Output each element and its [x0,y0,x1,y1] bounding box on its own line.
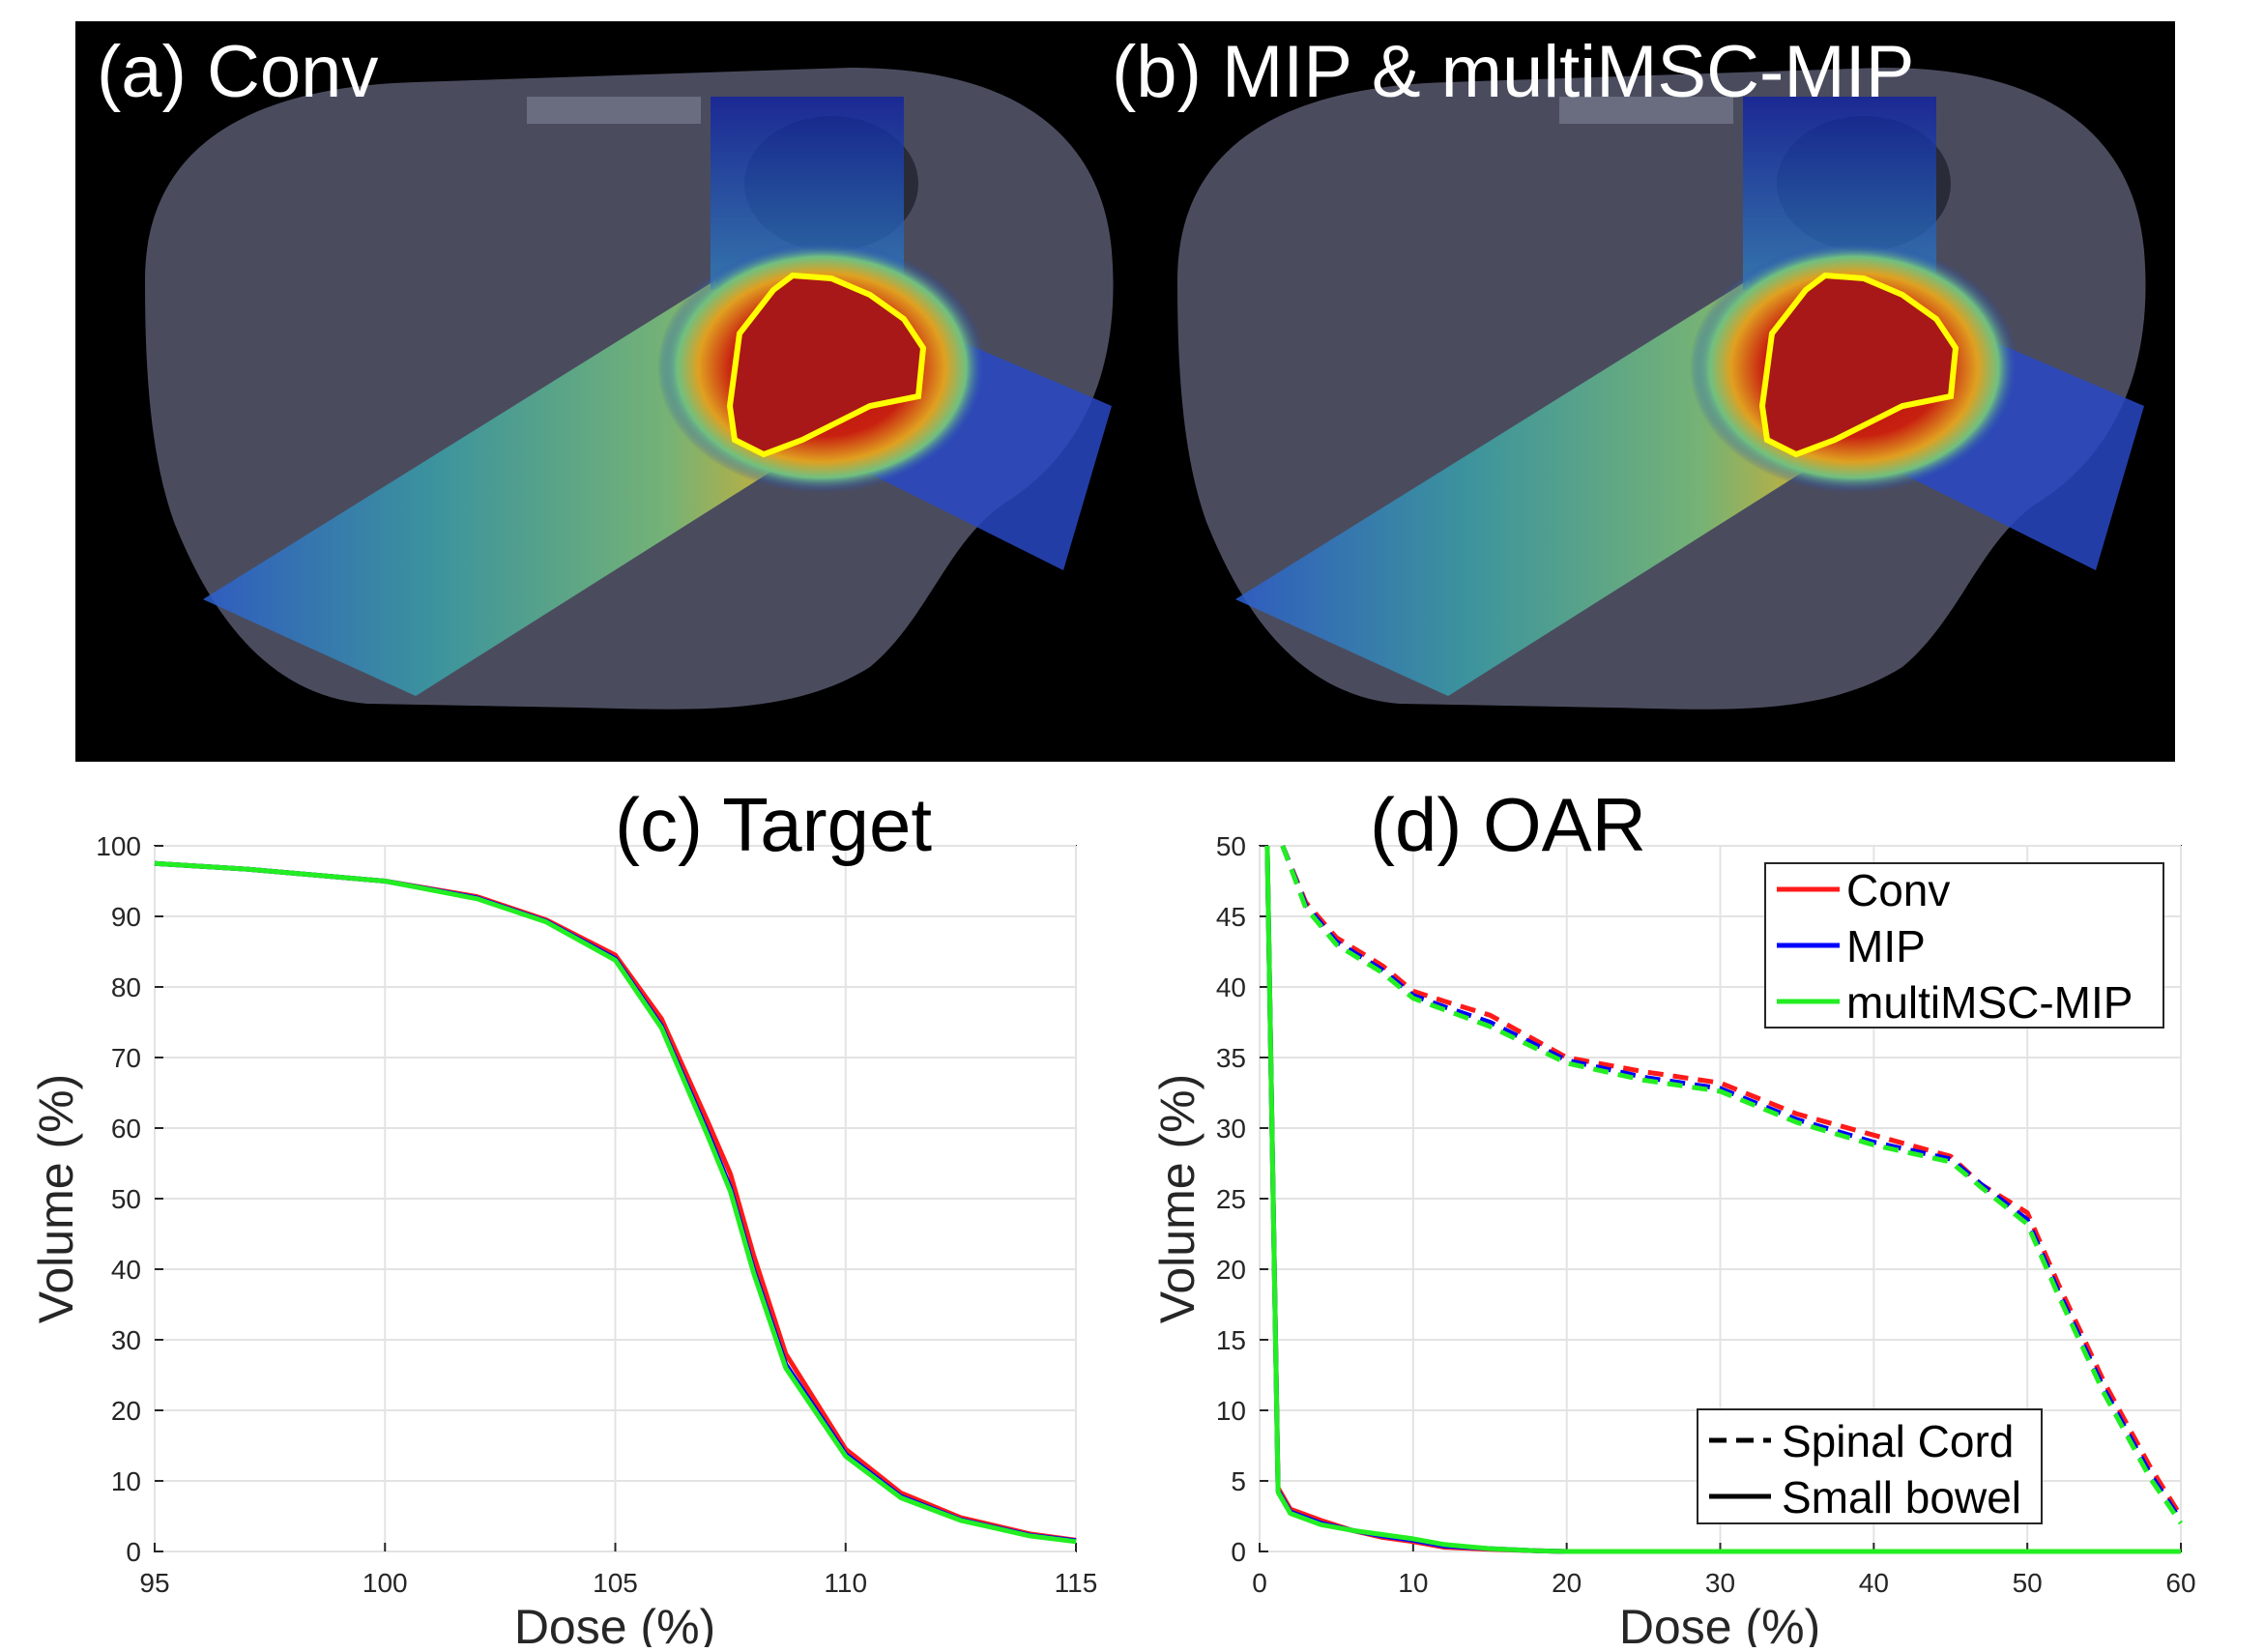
y-tick-label: 30 [1216,1114,1246,1144]
table-rail [527,97,701,124]
series-line-multimsc-mip-small-bowel [1264,845,2181,1554]
beam-left-oblique [203,280,783,696]
y-tick-label: 60 [111,1114,141,1144]
y-tick-label: 40 [111,1255,141,1285]
line-style-legend-box [1697,1408,2043,1524]
y-axis-label: Volume (%) [29,1074,83,1323]
legend-label-multimsc-mip: multiMSC-MIP [1846,977,2133,1028]
tick-labels: 0 10 20 30 40 50 60 0 5 10 15 20 25 30 35 40 45 50 [1216,831,2196,1598]
x-tick-label: 50 [2013,1568,2043,1598]
y-tick-label: 10 [111,1466,141,1496]
x-tick-label: 110 [824,1568,867,1598]
y-tick-label: 15 [1216,1325,1246,1355]
y-tick-label: 0 [126,1537,141,1567]
x-tick-label: 95 [139,1568,169,1598]
series-lines [1264,845,2184,1554]
x-axis-label: Dose (%) [1619,1600,1820,1647]
y-tick-label: 25 [1216,1184,1246,1214]
legend-label-small-bowel: Small bowel [1782,1472,2021,1522]
y-tick-label: 50 [111,1184,141,1214]
x-axis-label: Dose (%) [514,1600,715,1647]
x-tick-label: 0 [1252,1568,1267,1598]
y-tick-label: 30 [111,1325,141,1355]
y-tick-label: 35 [1216,1043,1246,1073]
series-line-conv-spinal-cord [1280,845,2184,1518]
y-tick-label: 20 [111,1396,141,1426]
legend-label-conv: Conv [1846,865,1950,915]
legend-label-spinal-cord: Spinal Cord [1782,1416,2014,1466]
legend-label-mip: MIP [1846,921,1926,971]
beam-left-oblique [1235,280,1815,696]
ct-dose-panel-b: (b) MIP & multiMSC-MIP [1112,31,2146,710]
x-tick-label: 40 [1859,1568,1889,1598]
x-tick-label: 10 [1398,1568,1428,1598]
y-tick-label: 50 [1216,831,1246,861]
y-tick-label: 5 [1231,1466,1246,1496]
x-tick-label: 105 [593,1568,638,1598]
x-tick-label: 60 [2165,1568,2195,1598]
y-tick-label: 100 [96,831,141,861]
target-contour [1758,272,1959,458]
x-tick-label: 115 [1055,1568,1098,1598]
chart-target-dvh: 95 100 105 110 115 0 10 20 30 40 50 60 70 80 90 100 (c)… [29,782,1097,1652]
y-tick-label: 20 [1216,1255,1246,1285]
y-tick-label: 0 [1231,1537,1246,1567]
chart-oar-dvh: 0 10 20 30 40 50 60 0 5 10 15 20 25 30 35 40 45 50 (d) OA… [1150,782,2196,1652]
y-axis-label: Volume (%) [1150,1074,1205,1323]
target-contour [726,272,927,458]
line-style-legend: Spinal Cord Small bowel [1697,1408,2043,1524]
table-rail [1559,97,1733,124]
panel-a-label: (a) Conv [97,31,378,113]
x-tick-label: 20 [1552,1568,1582,1598]
y-tick-label: 40 [1216,972,1246,1002]
y-tick-label: 80 [111,972,141,1002]
panel-b-label: (b) MIP & multiMSC-MIP [1112,31,1914,113]
y-tick-label: 10 [1216,1396,1246,1426]
y-tick-label: 45 [1216,902,1246,932]
y-tick-label: 70 [111,1043,141,1073]
x-tick-label: 30 [1705,1568,1735,1598]
series-line-multimsc-mip-spinal-cord [1280,845,2184,1525]
x-tick-label: 100 [363,1568,408,1598]
chart-title: (c) Target [615,782,932,867]
tick-labels: 95 100 105 110 115 0 10 20 30 40 50 60 70 80 90 100 [96,831,1097,1598]
series-lines [154,860,1077,1545]
legend: Conv MIP multiMSC-MIP [1764,862,2164,1029]
y-tick-label: 90 [111,902,141,932]
ct-dose-panel-a: (a) Conv [97,31,1114,710]
series-line-multimsc-mip [154,860,1077,1545]
chart-title: (d) OAR [1370,782,1646,867]
